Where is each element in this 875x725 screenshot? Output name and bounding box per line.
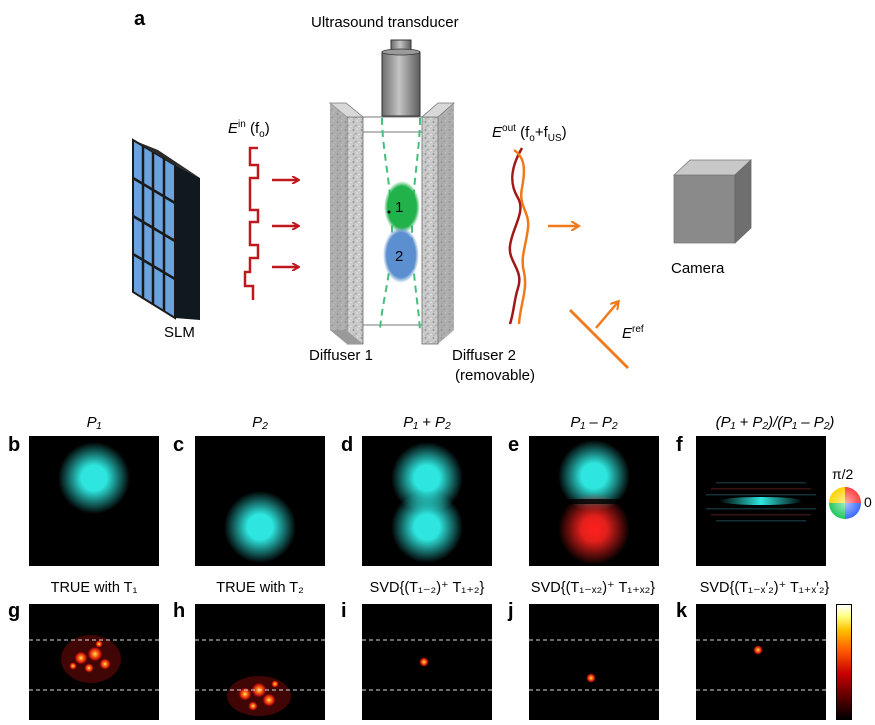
output-wavefront [513,148,530,325]
panel-d-image [362,436,492,566]
focus-1-spot [384,181,420,233]
panel-i-image [362,604,492,720]
panel-f-image [696,436,826,566]
focus-2-label: 2 [395,248,404,265]
transducer-label: Ultrasound transducer [311,14,459,31]
panel-letter-i: i [341,600,347,622]
ultrasound-transducer [381,39,421,117]
panel-g-title: TRUE with T₁ [50,580,138,596]
diffuser-1 [328,102,365,345]
panel-k-image [696,604,826,720]
panel-letter-d: d [341,434,354,456]
panel-h-title: TRUE with T₂ [216,580,304,596]
slm-device [132,138,200,320]
panel-d-title: P₁ + P₂ [403,414,451,431]
input-wavefront [243,146,260,300]
panel-letter-g: g [8,600,21,622]
panel-e-title: P₁ – P₂ [570,414,618,431]
e-out-label: Eout (fo+fUS) [492,123,567,144]
panel-f-title: (P₁ + P₂)/(P₁ – P₂) [715,414,835,431]
diffuser-2-label: Diffuser 2 [452,347,516,364]
panel-letter-a: a [134,8,146,30]
panel-k-title: SVD{(T₁₋ₓ′₂)⁺ T₁₊ₓ′₂} [699,580,830,596]
panel-b-image [29,436,159,566]
panel-letter-h: h [173,600,186,622]
diffuser-2-sublabel: (removable) [455,367,536,384]
panel-letter-c: c [173,434,185,456]
panel-h-image [195,604,325,720]
color-wheel-top-label: π/2 [832,466,854,482]
focus-1-label: 1 [395,199,404,216]
e-ref-label: Eref [622,324,644,342]
panel-c-title: P₂ [252,414,268,431]
diffuser-1-label: Diffuser 1 [309,347,373,364]
panel-j-image [529,604,659,720]
camera-cube [672,159,753,244]
panel-letter-e: e [508,434,520,456]
setup-schematic [132,39,753,369]
panel-b-title: P₁ [86,414,102,431]
reference-beam [569,309,629,369]
panel-i-title: SVD{(T₁₋₂)⁺ T₁₊₂} [369,580,485,596]
e-in-label: Ein (fo) [228,119,270,140]
panel-letter-b: b [8,434,21,456]
panel-j-title: SVD{(T₁₋ₓ₂)⁺ T₁₊ₓ₂} [530,580,656,596]
color-wheel-right-label: 0 [864,494,872,510]
panel-g-image [29,604,159,720]
panel-e-image [529,436,659,566]
intensity-colorbar [836,604,852,720]
camera-label: Camera [671,260,725,277]
panel-letter-f: f [676,434,683,456]
panel-letter-k: k [676,600,688,622]
diffuser-2 [420,102,456,345]
output-wavefront-dark [508,147,524,325]
focus-2-spot [383,227,419,283]
panel-letter-j: j [508,600,514,622]
phase-color-wheel [829,487,861,519]
panel-c-image [195,436,325,566]
slm-label: SLM [164,324,195,341]
